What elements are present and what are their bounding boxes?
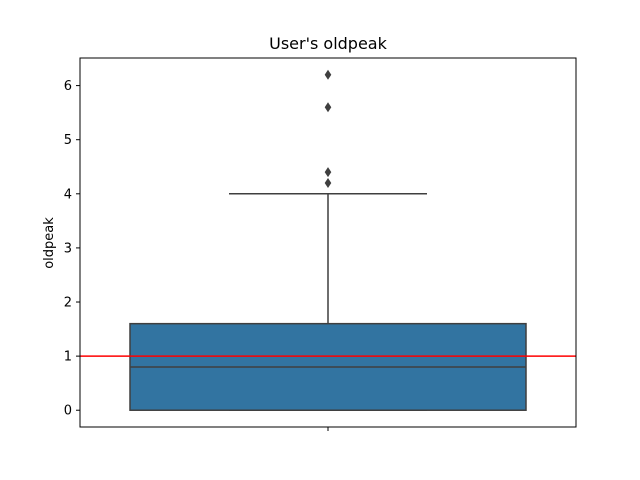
chart-title: User's oldpeak xyxy=(269,34,387,53)
y-tick-label: 0 xyxy=(64,404,72,419)
outlier-point xyxy=(324,177,332,188)
y-tick-label: 2 xyxy=(64,296,72,311)
plot-area: 0 1 2 3 4 5 6 xyxy=(64,57,577,431)
y-tick-label: 1 xyxy=(64,350,72,365)
outlier-point xyxy=(324,102,332,113)
y-tick-label: 5 xyxy=(64,133,72,148)
outlier-point xyxy=(324,167,332,178)
y-tick-label: 4 xyxy=(64,187,72,202)
y-tick-label: 3 xyxy=(64,241,72,256)
y-tick-label: 6 xyxy=(64,79,72,94)
outlier-point xyxy=(324,69,332,80)
y-axis-label: oldpeak xyxy=(42,217,57,269)
